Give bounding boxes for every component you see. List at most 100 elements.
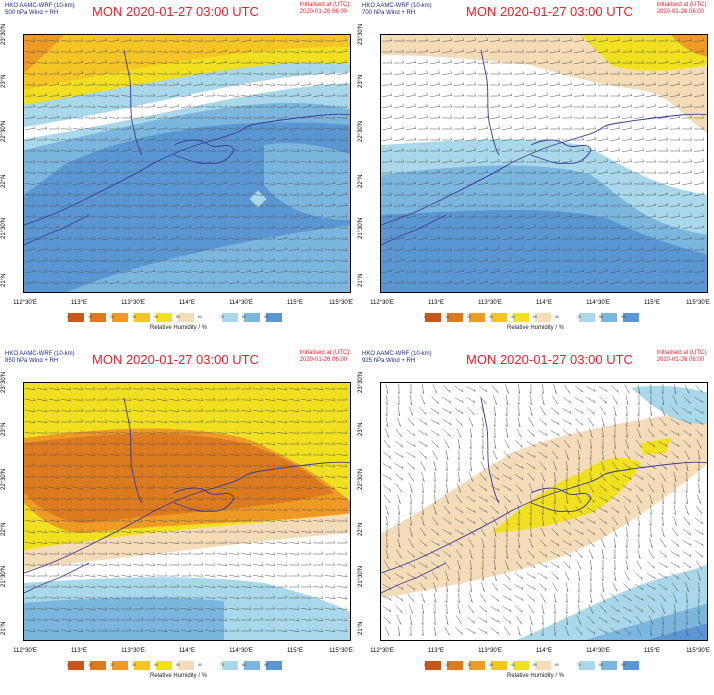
panel-500hpa: HKO AAMC-WRF (10-km) 500 hPa Wind + RH M… [0,0,357,347]
colorbar: 0 10 20 30 40 50 60 70 80 90 [415,661,665,671]
colorbar-tick: 10 [445,315,449,319]
colorbar-tick: 40 [511,663,515,667]
lat-label: 21°N [358,273,364,287]
lat-label: 21°N [358,621,364,635]
lat-label: 21°30'N [358,217,364,239]
colorbar-label: Relative Humidity / % [149,325,208,331]
model-name: HKO AAMC-WRF (10-km) [362,351,432,357]
lon-label: 115°E [287,648,303,654]
colorbar: 0 10 20 30 40 50 60 70 80 90 [58,313,308,323]
colorbar-tick: 20 [467,315,471,319]
lon-label: 112°30'E [13,648,37,654]
colorbar-swatch [425,313,441,322]
colorbar-swatch [68,661,84,670]
model-name: HKO AAMC-WRF (10-km) [362,3,432,9]
lon-label: 114°E [536,648,552,654]
panel-header-model: HKO AAMC-WRF (10-km) 850 hPa Wind + RH [5,351,75,365]
lat-label: 21°30'N [358,565,364,587]
init-time: Initialised at (UTC): 2020-01-26 06:00 [300,350,351,364]
lon-label: 112°30'E [370,648,394,654]
valid-time-title: MON 2020-01-27 03:00 UTC [92,4,259,19]
level-name: 700 hPa Wind + RH [362,10,416,16]
colorbar: 0 10 20 30 40 50 60 70 80 90 [415,313,665,323]
colorbar-label: Relative Humidity / % [506,673,565,679]
colorbar-swatch [112,313,128,322]
colorbar-swatch [447,313,463,322]
lat-label: 23°30'N [358,371,364,393]
colorbar-tick: 20 [110,663,114,667]
colorbar-tick: 40 [511,315,515,319]
init-label: Initialised at (UTC): [656,350,708,356]
map-700hpa [380,34,708,293]
lat-label: 23°N [358,422,364,436]
wind-barbs [382,383,705,637]
colorbar-tick: 30 [132,315,136,319]
colorbar-tick: 60 [555,315,559,319]
map-925hpa [380,382,708,641]
lon-label: 115°30'E [686,300,710,306]
colorbar-tick: 20 [467,663,471,667]
colorbar-swatch [222,661,238,670]
colorbar-label: Relative Humidity / % [506,325,565,331]
colorbar-label: Relative Humidity / % [149,673,208,679]
lon-label: 114°E [536,300,552,306]
colorbar-swatch [579,661,595,670]
colorbar-tick: 70 [220,315,224,319]
lat-label: 21°30'N [1,565,7,587]
wind-barbs [24,37,348,284]
lon-label: 113°30'E [478,300,502,306]
valid-time-title: MON 2020-01-27 03:00 UTC [92,352,259,367]
colorbar-swatch [623,661,639,670]
rh-field [24,383,350,640]
lat-label: 23°30'N [1,23,7,45]
init-value: 2020-01-26 06:00 [656,357,705,363]
lon-label: 112°30'E [370,300,394,306]
colorbar-swatch [513,313,529,322]
init-value: 2020-01-26 06:00 [299,9,348,15]
panel-header-model: HKO AAMC-WRF (10-km) 700 hPa Wind + RH [362,3,432,17]
colorbar-tick: 50 [533,315,537,319]
colorbar-tick: 80 [242,663,246,667]
colorbar-swatch [469,313,485,322]
colorbar-tick: 80 [242,315,246,319]
lat-label: 21°N [1,273,7,287]
lat-label: 22°N [358,522,364,536]
colorbar-tick: 0 [67,663,69,667]
lon-label: 112°30'E [13,300,37,306]
colorbar-tick: 70 [577,315,581,319]
colorbar-swatch [535,661,551,670]
colorbar-swatch [222,313,238,322]
colorbar-tick: 50 [176,315,180,319]
colorbar: 0 10 20 30 40 50 60 70 80 90 [58,661,308,671]
model-name: HKO AAMC-WRF (10-km) [5,351,75,357]
lat-label: 22°30'N [358,120,364,142]
lat-label: 22°N [1,522,7,536]
lon-label: 115°30'E [329,648,353,654]
lon-label: 113°30'E [121,648,145,654]
lat-label: 22°30'N [358,468,364,490]
colorbar-tick: 90 [621,315,625,319]
colorbar-swatch [579,313,595,322]
panel-925hpa: HKO AAMC-WRF (10-km) 925 hPa Wind + RH M… [357,348,714,695]
colorbar-swatch [513,661,529,670]
colorbar-tick: 70 [577,663,581,667]
colorbar-tick: 30 [489,315,493,319]
panel-header-model: HKO AAMC-WRF (10-km) 500 hPa Wind + RH [5,3,75,17]
colorbar-tick: 0 [424,315,426,319]
lat-label: 23°N [358,74,364,88]
lon-label: 114°30'E [586,300,610,306]
level-name: 925 hPa Wind + RH [362,358,416,364]
colorbar-swatch [469,661,485,670]
colorbar-swatch [425,661,441,670]
lon-label: 115°E [287,300,303,306]
colorbar-swatch [491,313,507,322]
lon-label: 113°E [71,648,87,654]
rh-field [381,383,707,640]
colorbar-swatch [112,661,128,670]
colorbar-tick: 60 [198,663,202,667]
colorbar-swatch [156,313,172,322]
colorbar-swatch [491,661,507,670]
lon-label: 113°30'E [478,648,502,654]
colorbar-tick: 90 [264,663,268,667]
colorbar-swatch [266,661,282,670]
